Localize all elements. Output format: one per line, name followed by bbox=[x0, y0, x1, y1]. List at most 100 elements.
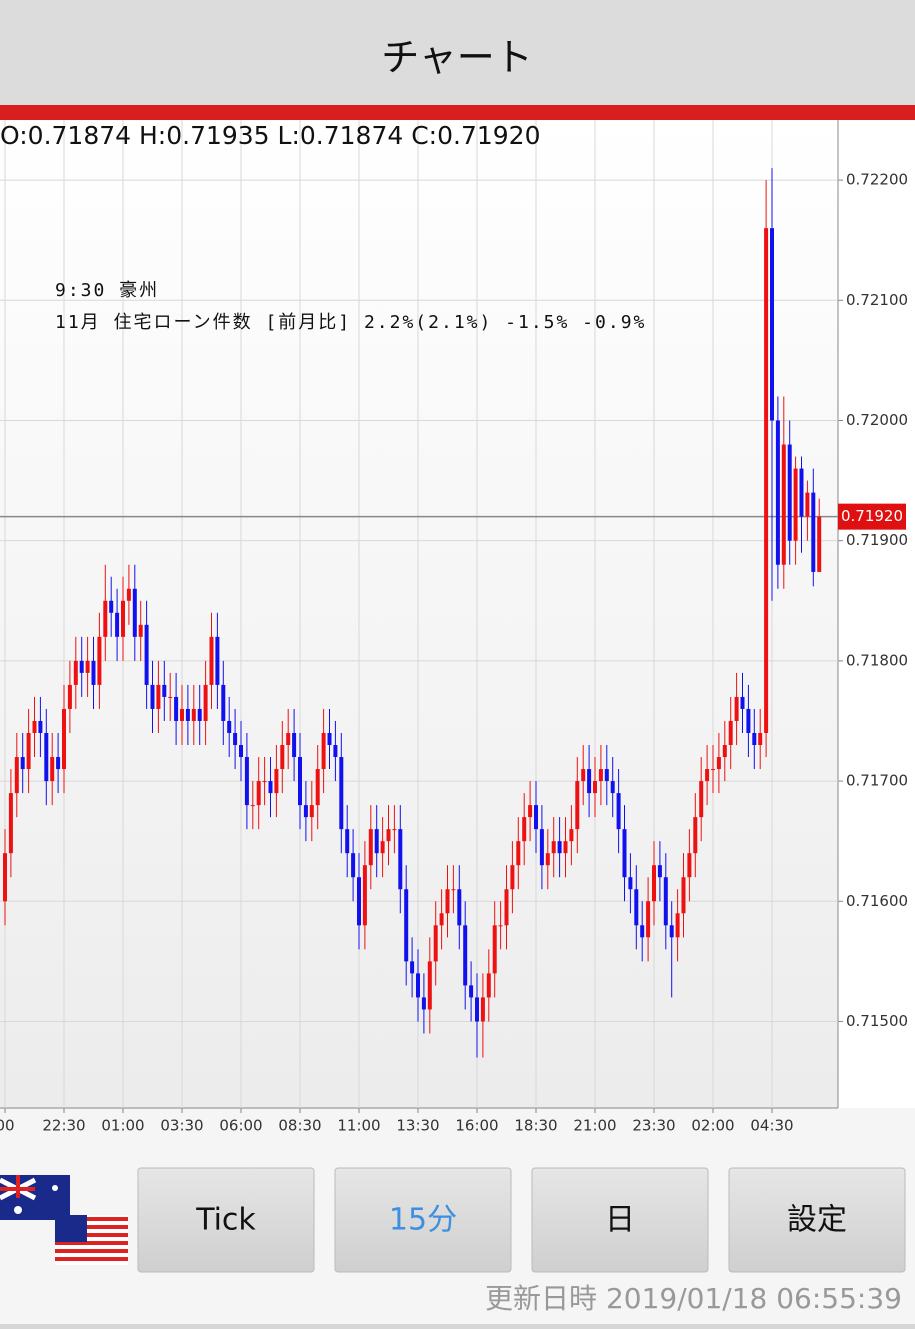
candle-body bbox=[20, 757, 25, 770]
candle-body bbox=[610, 781, 615, 794]
candle-body bbox=[32, 720, 37, 733]
candle-body bbox=[209, 636, 214, 685]
accent-bar bbox=[0, 105, 915, 120]
candle-body bbox=[280, 745, 285, 770]
candle-body bbox=[416, 973, 420, 998]
bottom-line bbox=[0, 1324, 915, 1329]
candle-body bbox=[728, 720, 733, 746]
candle-body bbox=[38, 720, 43, 733]
candle-body bbox=[722, 745, 727, 758]
candle-body bbox=[156, 684, 161, 709]
x-tick-label: 03:30 bbox=[160, 1117, 203, 1135]
x-tick-label: 02:00 bbox=[691, 1117, 734, 1135]
candle-body bbox=[563, 841, 568, 854]
tab-button[interactable]: 設定 bbox=[728, 1167, 906, 1273]
tab-button[interactable]: 15分 bbox=[334, 1167, 512, 1273]
candle-body bbox=[433, 925, 438, 962]
flag-au-star bbox=[52, 1185, 58, 1191]
candle-body bbox=[510, 865, 515, 890]
candle-body bbox=[132, 588, 137, 637]
button-shape[interactable] bbox=[334, 1167, 512, 1273]
candle-body bbox=[50, 757, 55, 782]
candle-body bbox=[26, 732, 31, 770]
candle-body bbox=[657, 865, 662, 878]
candle-body bbox=[699, 781, 704, 818]
x-tick-label: 11:00 bbox=[337, 1117, 380, 1135]
button-label[interactable]: Tick bbox=[195, 1203, 256, 1238]
candle-body bbox=[398, 829, 403, 890]
candle-body bbox=[740, 696, 745, 709]
candle-body bbox=[817, 516, 822, 572]
candle-body bbox=[734, 696, 739, 721]
candle-body bbox=[174, 696, 179, 721]
button-label[interactable]: 15分 bbox=[389, 1203, 457, 1238]
candle-body bbox=[475, 997, 479, 1022]
candle-body bbox=[410, 961, 415, 974]
candle-body bbox=[79, 660, 84, 673]
button-label[interactable]: 日 bbox=[605, 1203, 635, 1238]
candle-body bbox=[345, 829, 350, 854]
candle-body bbox=[138, 624, 143, 637]
button-label[interactable]: 設定 bbox=[787, 1203, 847, 1238]
candle-body bbox=[221, 684, 226, 721]
candle-body bbox=[180, 708, 184, 721]
currency-flags bbox=[0, 1175, 128, 1265]
candle-body bbox=[404, 889, 409, 962]
candle-body bbox=[652, 865, 656, 902]
candle-body bbox=[427, 961, 432, 1010]
candle-body bbox=[85, 660, 90, 673]
plot-area bbox=[0, 120, 838, 1108]
button-shape[interactable] bbox=[728, 1167, 906, 1273]
candle-body bbox=[191, 708, 196, 721]
flag-us-stripes bbox=[55, 1217, 128, 1261]
candle-body bbox=[103, 600, 108, 637]
x-tick-label: 04:30 bbox=[750, 1117, 793, 1135]
candle-body bbox=[770, 228, 774, 421]
candle-body bbox=[168, 696, 173, 698]
candle-body bbox=[569, 829, 574, 842]
candle-body bbox=[675, 913, 680, 938]
tab-button[interactable]: Tick bbox=[137, 1167, 315, 1273]
candle-body bbox=[8, 793, 13, 854]
candle-body bbox=[56, 757, 61, 770]
candle-body bbox=[793, 468, 798, 541]
button-shape[interactable] bbox=[531, 1167, 709, 1273]
y-tick-label: 0.71500 bbox=[846, 1012, 908, 1030]
candle-body bbox=[457, 889, 462, 926]
candle-body bbox=[392, 829, 397, 831]
candle-body bbox=[3, 853, 7, 902]
candle-body bbox=[575, 781, 580, 830]
x-tick-label: 06:00 bbox=[219, 1117, 262, 1135]
candle-body bbox=[203, 684, 208, 721]
candle-body bbox=[321, 732, 326, 770]
candle-body bbox=[551, 841, 556, 854]
candle-body bbox=[292, 732, 297, 758]
y-tick-label: 0.71700 bbox=[846, 772, 908, 790]
candle-body bbox=[498, 925, 503, 927]
candle-body bbox=[144, 624, 149, 685]
candle-body bbox=[492, 925, 497, 974]
candle-body bbox=[604, 769, 609, 782]
candle-body bbox=[368, 829, 373, 866]
candle-body bbox=[244, 757, 249, 806]
candle-body bbox=[439, 913, 444, 926]
button-shape[interactable] bbox=[137, 1167, 315, 1273]
candle-body bbox=[581, 769, 586, 782]
candle-body bbox=[274, 769, 279, 794]
candle-body bbox=[705, 769, 710, 782]
candle-body bbox=[545, 853, 550, 866]
candle-body bbox=[357, 877, 361, 926]
candle-body bbox=[44, 732, 49, 782]
candle-body bbox=[121, 600, 125, 637]
candle-body bbox=[362, 865, 367, 926]
candle-body bbox=[327, 732, 332, 746]
candle-body bbox=[115, 612, 120, 637]
tab-button[interactable]: 日 bbox=[531, 1167, 709, 1273]
candle-body bbox=[91, 660, 96, 685]
candle-body bbox=[239, 745, 243, 758]
candle-body bbox=[528, 805, 533, 818]
candle-body bbox=[663, 877, 668, 926]
candle-body bbox=[256, 781, 261, 806]
